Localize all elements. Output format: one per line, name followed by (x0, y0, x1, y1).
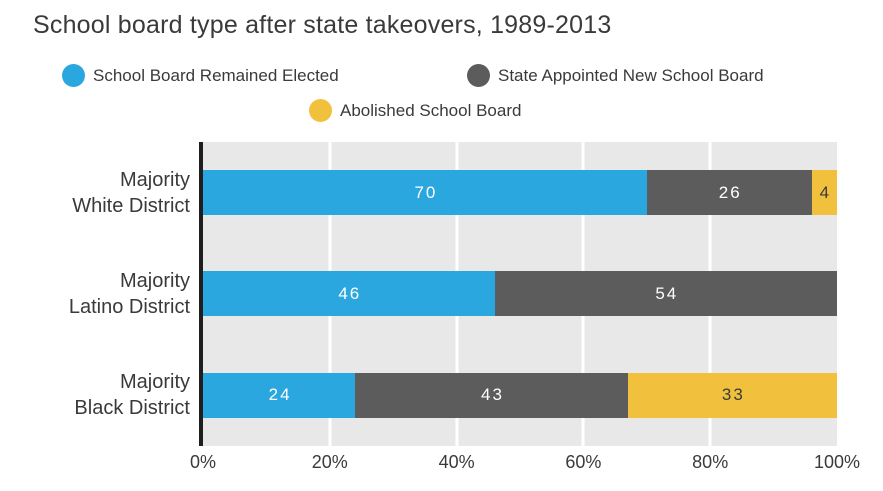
legend-swatch-blue (62, 64, 85, 87)
stacked-bar: 46 54 (203, 271, 837, 317)
stacked-bar: 70 26 4 (203, 170, 837, 216)
bar-segment: 4 (811, 170, 837, 216)
category-label: Majority Black District (74, 371, 190, 420)
legend-label-remained-elected: School Board Remained Elected (93, 65, 339, 85)
bar-value-label: 26 (718, 182, 742, 202)
bar-value-label: 54 (655, 283, 679, 303)
legend-label-state-appointed: State Appointed New School Board (498, 65, 764, 85)
y-axis-line (199, 142, 203, 446)
bar-value-label: 70 (414, 182, 438, 202)
x-tick-label: 100% (813, 452, 861, 472)
legend-item-state-appointed: State Appointed New School Board (467, 64, 764, 87)
x-tick-label: 80% (692, 452, 729, 472)
legend-swatch-gray (467, 64, 490, 87)
x-tick-label: 20% (311, 452, 348, 472)
legend-label-abolished: Abolished School Board (340, 100, 522, 120)
bar-value-label: 4 (819, 182, 832, 202)
bar-value-label: 24 (268, 385, 292, 405)
plot-area: 70 26 4 46 54 24 43 33 (203, 142, 837, 446)
legend-item-abolished: Abolished School Board (309, 99, 521, 122)
legend-swatch-yellow (309, 99, 332, 122)
bar-segment: 24 (203, 372, 356, 418)
stacked-bar: 24 43 33 (203, 372, 837, 418)
legend-item-remained-elected: School Board Remained Elected (62, 64, 339, 87)
x-tick-label: 40% (438, 452, 475, 472)
bar-segment: 70 (203, 170, 647, 216)
bar-row: 46 54 (203, 243, 837, 344)
x-axis: 0% 20% 40% 60% 80% 100% (190, 452, 860, 476)
category-label: Majority Latino District (68, 269, 190, 318)
chart-title: School board type after state takeovers,… (33, 11, 612, 39)
bar-value-label: 43 (481, 385, 504, 405)
bar-value-label: 33 (721, 385, 745, 405)
bar-row: 24 43 33 (203, 345, 837, 446)
category-axis-labels: Majority White District Majority Latino D… (0, 142, 190, 446)
category-label: Majority White District (72, 168, 190, 217)
bar-segment: 46 (203, 271, 495, 317)
bar-segment: 54 (494, 271, 837, 317)
bar-segment: 26 (646, 170, 812, 216)
bar-value-label: 46 (338, 283, 362, 303)
bar-segment: 43 (355, 372, 628, 418)
x-tick-label: 60% (565, 452, 602, 472)
x-tick-label: 0% (189, 452, 217, 472)
bar-segment: 33 (627, 372, 837, 418)
bar-row: 70 26 4 (203, 142, 837, 243)
